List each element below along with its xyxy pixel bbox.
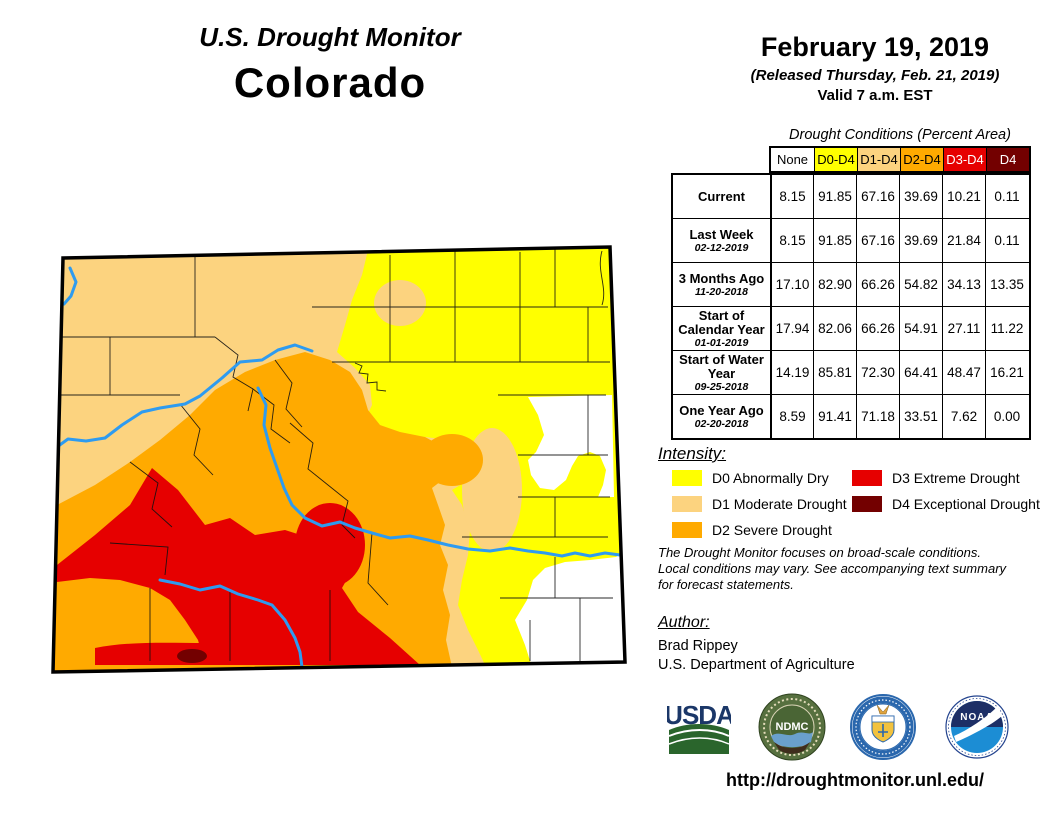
d3-swatch bbox=[852, 470, 882, 486]
ndmc-logo: NDMC bbox=[758, 693, 826, 761]
drought-conditions-table: Current 8.15 91.85 67.16 39.69 10.21 0.11 Las… bbox=[671, 173, 1031, 440]
legend-item-d1: D1 Moderate Drought bbox=[672, 495, 847, 513]
river-arkansas bbox=[256, 386, 622, 558]
d2-swatch bbox=[672, 522, 702, 538]
col-d2d4: D2-D4 bbox=[900, 148, 943, 171]
legend-item-d0: D0 Abnormally Dry bbox=[672, 469, 829, 487]
svg-text:NDMC: NDMC bbox=[776, 721, 809, 733]
county-lines bbox=[53, 249, 613, 661]
river-riogrande bbox=[158, 578, 304, 669]
river-northwest bbox=[62, 266, 78, 306]
table-header-row: None D0-D4 D1-D4 D2-D4 D3-D4 D4 bbox=[769, 146, 1031, 173]
usda-logo: USDA bbox=[667, 700, 731, 754]
colorado-drought-map bbox=[51, 245, 627, 674]
valid-time: Valid 7 a.m. EST bbox=[817, 87, 933, 104]
d1-pocket-northeast bbox=[374, 280, 426, 326]
commerce-seal-logo bbox=[850, 694, 916, 760]
table-row: Start of Water Year 09-25-2018 14.19 85.81… bbox=[673, 350, 1029, 394]
date-block: February 19, 2019 (Released Thursday, Fe… bbox=[700, 32, 1050, 104]
legend-item-d3: D3 Extreme Drought bbox=[852, 469, 1020, 487]
d0-swatch bbox=[672, 470, 702, 486]
table-row: One Year Ago 02-20-2018 8.59 91.41 71.18 33.… bbox=[673, 394, 1029, 438]
d3-region-centersouth bbox=[295, 503, 365, 587]
legend-title: Intensity: bbox=[658, 444, 727, 463]
map-date: February 19, 2019 bbox=[760, 32, 990, 62]
legend-item-d4: D4 Exceptional Drought bbox=[852, 495, 1040, 513]
d3-region-southwest bbox=[57, 468, 420, 665]
river-colorado bbox=[55, 343, 314, 449]
col-d3d4: D3-D4 bbox=[943, 148, 986, 171]
release-date: (Released Thursday, Feb. 21, 2019) bbox=[750, 67, 1000, 84]
svg-text:NOAA: NOAA bbox=[960, 712, 993, 723]
program-title: U.S. Drought Monitor bbox=[199, 22, 461, 52]
d1-swatch bbox=[672, 496, 702, 512]
legend-item-d2: D2 Severe Drought bbox=[672, 521, 832, 539]
d4-region bbox=[177, 649, 207, 663]
disclaimer: The Drought Monitor focuses on broad-sca… bbox=[658, 545, 1007, 592]
table-row: 3 Months Ago 11-20-2018 17.10 82.90 66.26 54… bbox=[673, 262, 1029, 306]
col-none: None bbox=[771, 148, 814, 171]
table-row: Last Week 02-12-2019 8.15 91.85 67.16 39.69 2… bbox=[673, 218, 1029, 262]
state-border bbox=[51, 245, 627, 674]
col-d4: D4 bbox=[986, 148, 1029, 171]
table-row: Start of Calendar Year 01-01-2019 17.94 82… bbox=[673, 306, 1029, 350]
state-title: Colorado bbox=[233, 59, 427, 106]
col-d0d4: D0-D4 bbox=[814, 148, 857, 171]
table-row: Current 8.15 91.85 67.16 39.69 10.21 0.11 bbox=[673, 175, 1029, 218]
author-org: U.S. Department of Agriculture bbox=[658, 657, 855, 673]
rivers bbox=[55, 266, 622, 669]
none-region-southeast bbox=[515, 550, 625, 667]
droughtmonitor-url-link[interactable]: http://droughtmonitor.unl.edu/ bbox=[726, 770, 984, 790]
d2-region bbox=[53, 352, 452, 671]
col-d1d4: D1-D4 bbox=[857, 148, 900, 171]
none-region-east bbox=[528, 395, 614, 497]
title-block: U.S. Drought Monitor Colorado bbox=[90, 22, 570, 107]
d4-swatch bbox=[852, 496, 882, 512]
noaa-logo: NOAA bbox=[945, 695, 1009, 759]
author-heading: Author: bbox=[658, 614, 710, 631]
table-caption: Drought Conditions (Percent Area) bbox=[789, 127, 1011, 143]
author-name: Brad Rippey bbox=[658, 638, 738, 654]
